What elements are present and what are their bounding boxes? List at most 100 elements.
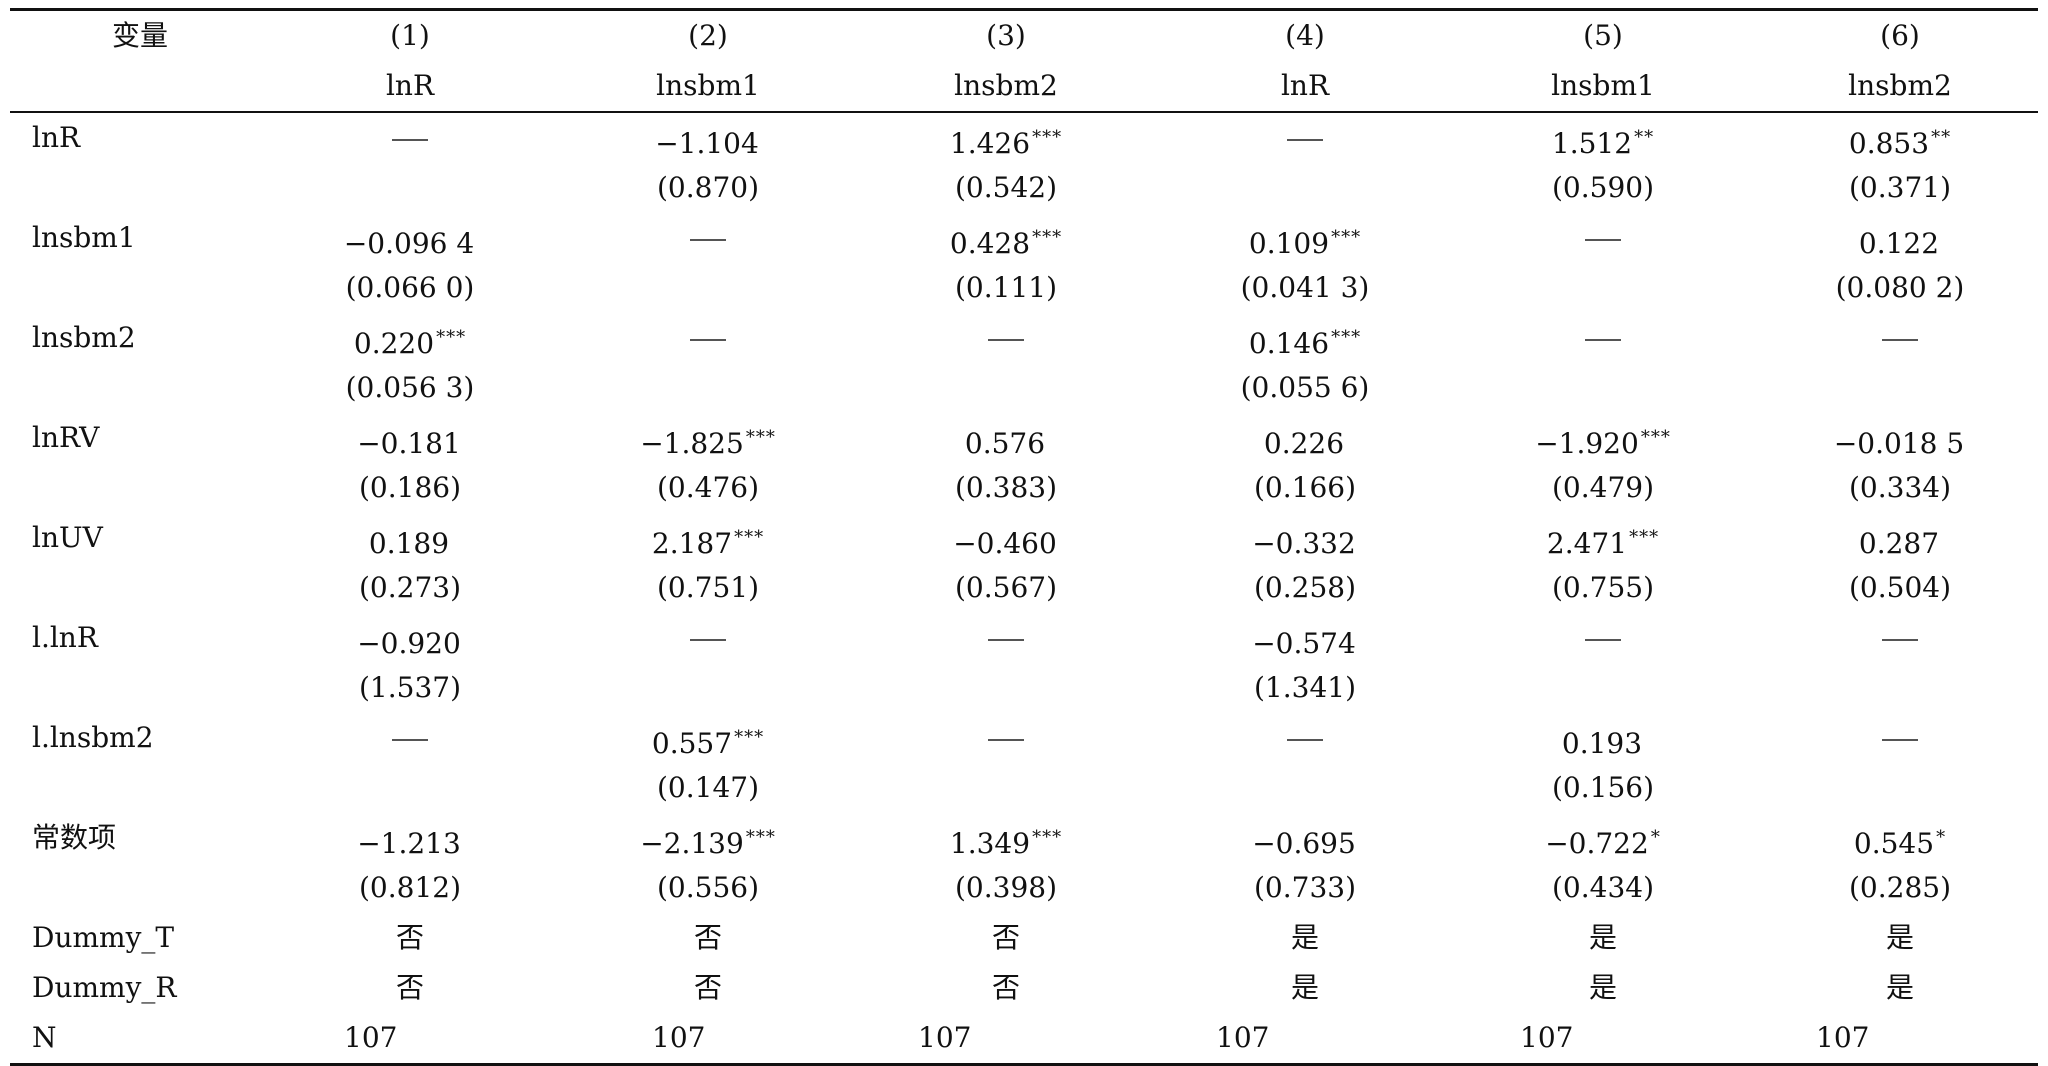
header-row-numbers: 变量 (1) (2) (3) (4) (5) (6): [10, 11, 2038, 61]
standard-error-cell: (0.398): [954, 871, 1057, 904]
coefficient-value: −0.574: [1252, 627, 1356, 660]
standard-error-cell: (0.166): [1253, 471, 1356, 504]
standard-error-cell: (0.147): [656, 771, 759, 804]
coefficient-cell: —: [608, 613, 808, 663]
significance-stars: ***: [1032, 227, 1063, 248]
coefficient-cell: —: [1503, 613, 1703, 663]
coefficient-cell: —: [1205, 713, 1405, 763]
coefficient-cell: −0.096 4: [310, 213, 510, 263]
coefficient-cell: −1.825 ***: [608, 413, 808, 463]
table-row: lnRV −0.181 −1.825 *** 0.576 0.226 −1.920 *** −0…: [10, 413, 2038, 463]
coefficient-value: 1.512: [1551, 127, 1633, 160]
row-label: 常数项: [32, 821, 117, 854]
coefficient-cell: 1.349 ***: [906, 813, 1106, 863]
standard-error-cell: (0.258): [1253, 571, 1356, 604]
standard-error-cell: [1800, 663, 2000, 713]
standard-error-cell: [906, 763, 1106, 813]
table-row: Dummy_R 否 否 否 是 是 是: [10, 963, 2038, 1013]
coefficient-cell: —: [310, 713, 510, 763]
coefficient-value: 0.428: [949, 227, 1031, 260]
row-label: lnUV: [32, 521, 103, 554]
coefficient-cell: 0.557 ***: [608, 713, 808, 763]
standard-error-cell: (0.590): [1551, 171, 1654, 204]
coefficient-cell: 1.512 **: [1503, 113, 1703, 163]
empty-dash: —: [1882, 338, 1918, 341]
coefficient-value: 1.349: [949, 827, 1031, 860]
coefficient-cell: 0.220 ***: [310, 313, 510, 363]
standard-error-cell: (0.066 0): [345, 271, 475, 304]
table-row: lnsbm1−0.096 4—0.428***0.109***—0.122: [10, 213, 2038, 263]
coefficient-cell: —: [1503, 313, 1703, 363]
significance-stars: ***: [1331, 327, 1362, 348]
empty-dash: —: [1882, 738, 1918, 741]
significance-stars: ***: [1629, 527, 1660, 548]
coefficient-value: −0.096 4: [343, 227, 475, 260]
empty-dash: —: [988, 638, 1024, 641]
table-row: (0.812) (0.556) (0.398) (0.733) (0.434) (0.28…: [10, 863, 2038, 913]
significance-stars: ***: [1331, 227, 1362, 248]
table-row: l.lnR −0.920 — — −0.574 — —: [10, 613, 2038, 663]
coefficient-value: −0.920: [357, 627, 461, 660]
standard-error-cell: (1.341): [1253, 671, 1356, 704]
table-row: (0.186) (0.476) (0.383) (0.166) (0.479) (0.33…: [10, 463, 2038, 513]
coefficient-cell: 1.426 ***: [906, 113, 1106, 163]
coefficient-value: −1.825: [640, 427, 744, 460]
coefficient-cell: 2.471 ***: [1503, 513, 1703, 563]
table-row: lnUV 0.189 2.187 *** −0.460 −0.332 2.471 *** 0.2…: [10, 513, 2038, 563]
coefficient-cell: —: [1503, 213, 1703, 263]
empty-dash: —: [1585, 338, 1621, 341]
coefficient-value: 0.576: [964, 427, 1046, 460]
table-row: (1.537) (1.341): [10, 663, 2038, 713]
dummy-cell: 是: [1588, 921, 1617, 954]
coefficient-value: 0.146: [1248, 327, 1330, 360]
empty-dash: —: [988, 338, 1024, 341]
column-number: (1): [390, 19, 430, 52]
standard-error-cell: (0.556): [656, 871, 759, 904]
significance-stars: ***: [1640, 427, 1671, 448]
coefficient-value: 2.471: [1546, 527, 1628, 560]
coefficient-cell: −1.104: [608, 113, 808, 163]
coefficient-value: 0.220: [353, 327, 435, 360]
coefficient-cell: −1.213: [310, 813, 510, 863]
standard-error-cell: (0.755): [1551, 571, 1654, 604]
significance-stars: *: [1650, 827, 1661, 848]
significance-stars: **: [1634, 127, 1655, 148]
standard-error-cell: (0.285): [1848, 871, 1951, 904]
coefficient-cell: —: [906, 713, 1106, 763]
row-label: l.lnR: [32, 621, 98, 654]
standard-error-cell: (0.567): [954, 571, 1057, 604]
dependent-variable: lnsbm1: [1551, 69, 1655, 102]
coefficient-cell: −0.695: [1205, 813, 1405, 863]
standard-error-cell: (0.504): [1848, 571, 1951, 604]
coefficient-cell: 0.853 **: [1800, 113, 2000, 163]
dummy-cell: 是: [1885, 971, 1914, 1004]
standard-error-cell: [1503, 263, 1703, 313]
standard-error-cell: [906, 663, 1106, 713]
standard-error-cell: (0.041 3): [1240, 271, 1370, 304]
coefficient-cell: 0.122: [1800, 213, 2000, 263]
coefficient-cell: 0.193: [1503, 713, 1703, 763]
coefficient-value: 0.545: [1853, 827, 1935, 860]
empty-dash: —: [690, 338, 726, 341]
significance-stars: ***: [734, 727, 765, 748]
coefficient-cell: −0.574: [1205, 613, 1405, 663]
dependent-variable: lnR: [385, 69, 435, 102]
observation-count: 107: [1520, 1021, 1574, 1054]
coefficient-value: −1.213: [357, 827, 461, 860]
coefficient-cell: −0.332: [1205, 513, 1405, 563]
standard-error-cell: [1800, 763, 2000, 813]
coefficient-cell: 0.576: [906, 413, 1106, 463]
coefficient-cell: —: [310, 113, 510, 163]
observation-count: 107: [1216, 1021, 1270, 1054]
coefficient-cell: −0.460: [906, 513, 1106, 563]
dummy-cell: 否: [693, 921, 722, 954]
column-number: (2): [688, 19, 728, 52]
standard-error-cell: (1.537): [358, 671, 461, 704]
coefficient-value: 0.853: [1848, 127, 1930, 160]
coefficient-cell: 0.226: [1205, 413, 1405, 463]
standard-error-cell: [608, 263, 808, 313]
standard-error-cell: [1503, 363, 1703, 413]
empty-dash: —: [690, 238, 726, 241]
coefficient-cell: —: [608, 313, 808, 363]
